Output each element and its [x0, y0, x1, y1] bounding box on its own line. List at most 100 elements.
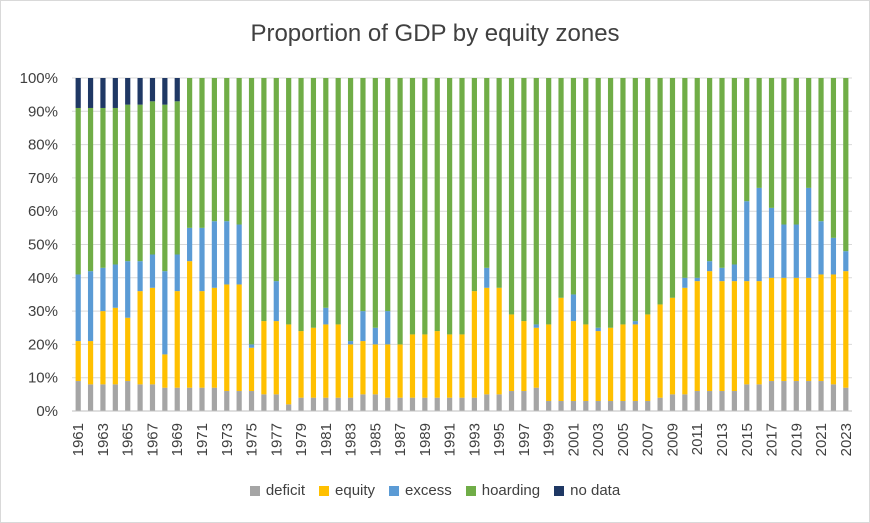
- bar-segment-equity: [731, 281, 737, 392]
- bar-segment-excess: [162, 271, 168, 355]
- x-tick-label: 1975: [244, 423, 261, 456]
- bar-segment-equity: [818, 274, 824, 382]
- bar-segment-hoarding: [682, 78, 688, 278]
- bar-segment-deficit: [174, 387, 180, 411]
- bar-segment-no-data: [174, 78, 180, 102]
- bar-segment-hoarding: [620, 78, 626, 325]
- bar-segment-deficit: [335, 397, 341, 411]
- bar-segment-excess: [248, 344, 255, 348]
- x-tick-label: 2015: [739, 423, 756, 456]
- bar-segment-excess: [137, 261, 143, 292]
- bar-segment-excess: [731, 264, 737, 282]
- bar-segment-deficit: [508, 391, 515, 411]
- bar-segment-excess: [347, 341, 354, 345]
- bar-segment-deficit: [323, 397, 329, 411]
- bar-segment-equity: [211, 287, 217, 388]
- y-tick-label: 50%: [28, 237, 58, 254]
- bar-segment-hoarding: [248, 78, 255, 345]
- bar-segment-hoarding: [496, 78, 502, 288]
- bar-segment-equity: [806, 277, 812, 382]
- bar-segment-excess: [224, 221, 230, 285]
- bar-segment-excess: [744, 201, 750, 282]
- y-tick-label: 0%: [36, 403, 58, 420]
- bar-segment-deficit: [731, 391, 737, 411]
- bar-segment-deficit: [719, 391, 725, 411]
- legend-swatch: [389, 485, 400, 496]
- legend-item: excess: [389, 482, 452, 499]
- x-tick-label: 1979: [293, 423, 310, 456]
- y-tick-label: 40%: [28, 270, 58, 287]
- bar-segment-hoarding: [87, 107, 94, 272]
- bar-segment-deficit: [385, 397, 391, 411]
- bar-segment-hoarding: [360, 78, 366, 312]
- x-tick-label: 1997: [516, 423, 533, 456]
- bar-segment-hoarding: [781, 78, 787, 225]
- bar-segment-hoarding: [533, 78, 539, 325]
- bar-segment-hoarding: [731, 78, 737, 265]
- bar-segment-deficit: [830, 384, 837, 411]
- x-tick-label: 1983: [343, 423, 360, 456]
- bar-segment-hoarding: [323, 78, 329, 308]
- bar-segment-equity: [632, 324, 638, 402]
- bar-segment-deficit: [645, 401, 651, 411]
- bar-segment-deficit: [546, 401, 552, 411]
- bar-segment-deficit: [496, 394, 502, 411]
- bar-segment-equity: [830, 274, 837, 385]
- bar-segment-hoarding: [385, 78, 391, 312]
- bar-segment-no-data: [112, 78, 118, 108]
- x-tick-label: 1973: [219, 423, 236, 456]
- legend-label: equity: [335, 482, 376, 499]
- bar-segment-deficit: [558, 401, 564, 411]
- bar-segment-equity: [149, 287, 156, 385]
- bar-segment-no-data: [137, 78, 143, 105]
- x-tick-label: 2001: [565, 423, 582, 456]
- bar-segment-deficit: [310, 397, 317, 411]
- y-tick-label: 90%: [28, 103, 58, 120]
- bar-segment-equity: [248, 347, 255, 392]
- bar-segment-hoarding: [818, 78, 824, 222]
- bar-segment-hoarding: [397, 78, 403, 345]
- bar-segment-excess: [211, 221, 217, 288]
- bar-segment-excess: [830, 237, 837, 275]
- bar-segment-hoarding: [471, 78, 477, 292]
- bar-segment-excess: [570, 294, 577, 322]
- bar-segment-hoarding: [298, 78, 304, 332]
- bar-segment-equity: [310, 327, 317, 398]
- x-tick-label: 1989: [417, 423, 434, 456]
- legend-label: no data: [570, 482, 621, 499]
- bar-segment-excess: [768, 207, 775, 278]
- bar-segment-equity: [199, 291, 205, 388]
- bar-segment-deficit: [162, 387, 168, 411]
- y-tick-label: 70%: [28, 170, 58, 187]
- bar-segment-deficit: [137, 384, 143, 411]
- bar-segment-deficit: [682, 394, 688, 411]
- bar-segment-hoarding: [694, 78, 700, 278]
- bar-segment-equity: [87, 341, 94, 385]
- bar-segment-deficit: [781, 381, 787, 411]
- x-tick-label: 1993: [466, 423, 483, 456]
- bar-segment-equity: [744, 281, 750, 385]
- bar-segment-deficit: [806, 381, 812, 411]
- legend-swatch: [554, 485, 565, 496]
- bar-segment-hoarding: [261, 78, 267, 322]
- bar-segment-deficit: [595, 401, 601, 411]
- bar-segment-equity: [719, 281, 725, 392]
- bar-segment-deficit: [347, 397, 354, 411]
- bar-segment-hoarding: [286, 78, 292, 325]
- bar-segment-deficit: [620, 401, 626, 411]
- bar-segment-excess: [694, 277, 700, 282]
- bar-segment-deficit: [360, 394, 366, 411]
- bar-segment-hoarding: [100, 107, 106, 268]
- bar-segment-hoarding: [595, 78, 601, 328]
- bar-segment-equity: [286, 324, 292, 405]
- bar-segment-excess: [793, 224, 799, 278]
- bar-segment-equity: [570, 321, 577, 402]
- y-tick-label: 30%: [28, 303, 58, 320]
- bar-segment-equity: [471, 291, 477, 398]
- bar-segment-no-data: [87, 78, 94, 108]
- bar-segment-excess: [87, 271, 94, 342]
- bar-segment-hoarding: [310, 78, 317, 328]
- bar-segment-equity: [781, 277, 787, 382]
- bar-segment-equity: [422, 334, 428, 398]
- bar-segment-equity: [793, 277, 799, 382]
